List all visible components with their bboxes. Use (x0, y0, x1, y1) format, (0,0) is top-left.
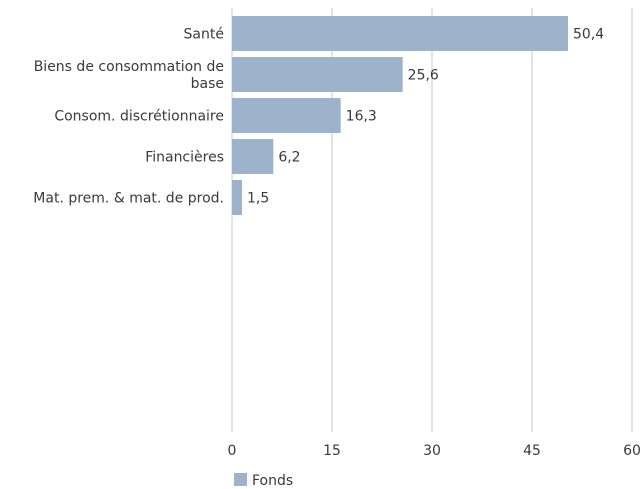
category-label: Biens de consommation de (34, 59, 224, 75)
bar (232, 16, 568, 51)
category-label: Consom. discrétionnaire (54, 109, 224, 125)
legend-swatch-fonds (234, 473, 247, 486)
data-labels: 50,4 25,6 16,3 6,2 1,5 (247, 27, 604, 207)
data-label: 6,2 (278, 150, 300, 166)
bars (232, 16, 568, 215)
data-label: 25,6 (408, 68, 439, 84)
x-tick-labels: 0 15 30 45 60 (228, 443, 641, 459)
legend-label-fonds: Fonds (252, 473, 293, 489)
x-tick-label: 45 (523, 443, 541, 459)
category-label: Financières (145, 150, 224, 166)
category-label: Santé (184, 27, 224, 43)
category-label: Mat. prem. & mat. de prod. (33, 191, 224, 207)
bar (232, 139, 274, 174)
bar (232, 98, 341, 133)
data-label: 1,5 (247, 191, 269, 207)
x-tick-label: 60 (623, 443, 641, 459)
data-label: 16,3 (346, 109, 377, 125)
data-label: 50,4 (573, 27, 604, 43)
x-tick-label: 0 (228, 443, 237, 459)
x-tick-label: 30 (423, 443, 441, 459)
category-label: base (191, 76, 224, 92)
bar (232, 57, 403, 92)
x-tick-label: 15 (323, 443, 341, 459)
bar (232, 180, 242, 215)
legend: Fonds (234, 473, 293, 489)
